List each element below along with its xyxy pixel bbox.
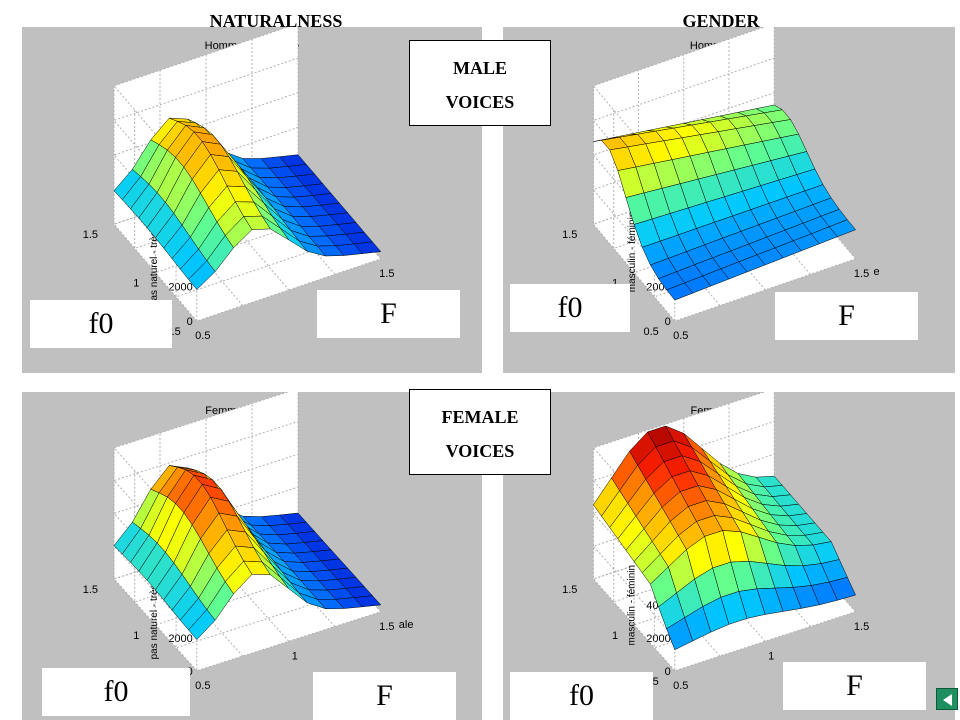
z-tick-label: 0 (665, 666, 671, 678)
male-voices-line2: VOICES (445, 92, 515, 112)
grid-line (113, 126, 299, 287)
z-axis-label: pas naturel - très naturel (149, 551, 160, 659)
grid-line (592, 92, 775, 253)
z-tick-label: 2000 (646, 633, 670, 645)
y-tick-label: 0.5 (643, 326, 658, 338)
surface-mesh (593, 104, 857, 301)
x-tick-label: 1.5 (379, 268, 394, 280)
grid-line (592, 27, 766, 184)
x-axis-label-fragment: e (874, 266, 880, 278)
grid-line (113, 27, 290, 184)
chart-female-naturalness: Femmes-Naturalité02000400060008000pas na… (83, 392, 414, 692)
chart-male-naturalness: Hommes-Naturalité02000400060008000pas na… (83, 27, 394, 342)
x-tick-label: 0.5 (673, 680, 688, 692)
f0-label-female-naturalness: f0 (42, 668, 190, 716)
female-voices-box: FEMALE VOICES (409, 389, 551, 475)
grid-line (175, 516, 361, 649)
y-tick-label: 1.5 (562, 584, 577, 596)
y-tick-label: 1 (133, 278, 139, 290)
z-axis-label: masculin - féminin (627, 212, 638, 293)
surface-mesh (593, 425, 856, 651)
x-tick-label: 1.5 (854, 621, 869, 633)
surface-patch (828, 577, 856, 601)
F-label-male-naturalness: F (317, 290, 460, 338)
grid-line (674, 182, 856, 322)
z-axis-label: pas naturel - très naturel (149, 198, 160, 306)
grid-line (113, 92, 299, 253)
f0-label-male-gender: f0 (510, 284, 630, 332)
prev-slide-button[interactable] (936, 688, 958, 710)
grid-line (205, 418, 290, 642)
surface-patch (353, 241, 382, 254)
x-tick-label: 0.5 (195, 680, 210, 692)
chart-panel-female-naturalness: Femmes-Naturalité02000400060008000pas na… (22, 392, 482, 720)
z-axis-label: masculin - féminin (627, 565, 638, 646)
z-tick-label: 0 (187, 316, 193, 328)
female-voices-line2: VOICES (445, 441, 515, 461)
x-tick-label: 0.5 (673, 330, 688, 342)
y-tick-label: 1 (133, 630, 139, 642)
f0-label-female-gender: f0 (510, 672, 653, 720)
grid-line (674, 539, 856, 672)
surface-patch (828, 219, 857, 237)
female-voices-line1: FEMALE (441, 407, 519, 427)
grid-line (113, 486, 299, 639)
x-tick-label: 0.5 (195, 330, 210, 342)
grid-line (113, 57, 299, 218)
f0-label-male-naturalness: f0 (30, 300, 172, 348)
grid-line (196, 539, 381, 672)
z-tick-label: 2000 (168, 633, 192, 645)
surface-mesh (113, 465, 382, 640)
y-tick-label: 1.5 (562, 229, 577, 241)
chart-panel-female-gender: Femmes-Genre02000400060008000masculin - … (503, 392, 955, 720)
x-tick-label: 1 (292, 650, 298, 662)
grid-line (592, 57, 775, 218)
male-voices-box: MALE VOICES (409, 40, 551, 126)
y-tick-label: 1.5 (83, 584, 98, 596)
x-tick-label: 1 (768, 650, 774, 662)
y-tick-label: 1 (612, 278, 618, 290)
x-tick-label: 1.5 (854, 268, 869, 280)
surface-mesh (113, 117, 382, 290)
grid-line (113, 447, 198, 672)
triangle-left-icon (943, 694, 952, 706)
y-tick-label: 1.5 (83, 229, 98, 241)
surface-patch (353, 595, 382, 608)
z-tick-label: 2000 (168, 282, 192, 294)
male-voices-line1: MALE (453, 58, 507, 78)
z-tick-label: 0 (665, 316, 671, 328)
F-label-female-naturalness: F (313, 672, 456, 720)
F-label-female-gender: F (783, 662, 926, 710)
grid-line (154, 493, 340, 626)
x-tick-label: 1.5 (379, 621, 394, 633)
y-tick-label: 1 (612, 630, 618, 642)
grid-line (159, 433, 244, 657)
x-axis-label-fragment: ale (399, 619, 414, 631)
chart-female-gender: Femmes-Genre02000400060008000masculin - … (562, 392, 869, 692)
grid-line (592, 447, 676, 672)
F-label-male-gender: F (775, 292, 918, 340)
chart-male-gender: Hommes-Genre02000400060008000masculin - … (562, 27, 880, 342)
